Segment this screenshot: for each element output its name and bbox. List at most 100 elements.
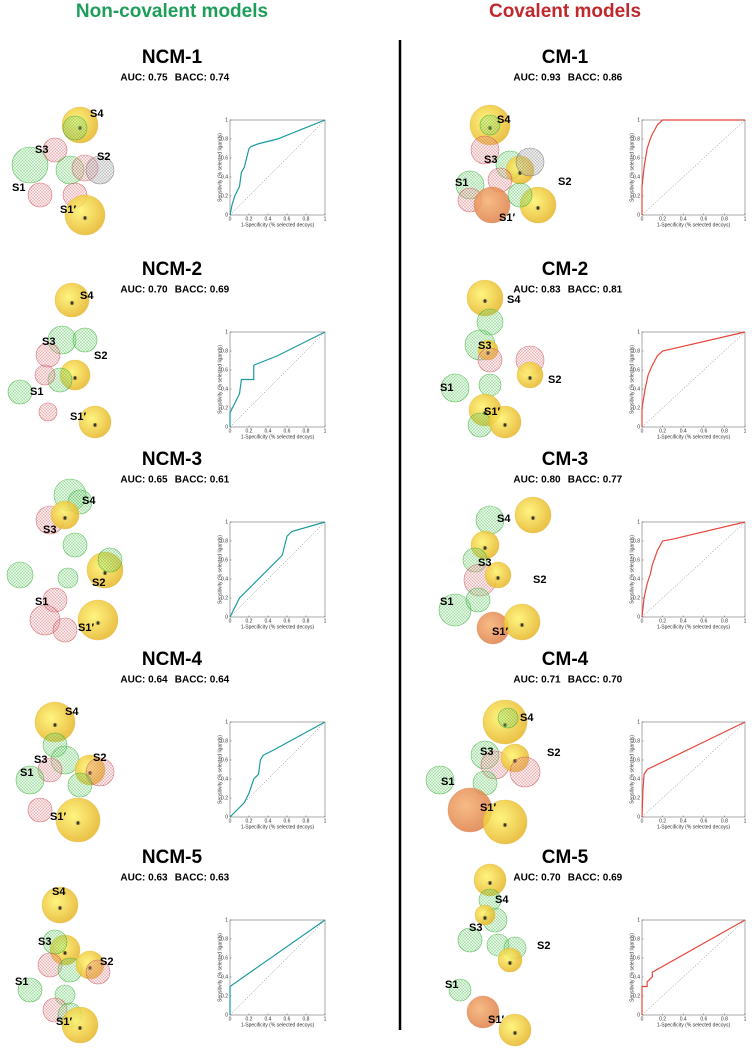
y-tick-label: 0.8	[633, 738, 640, 744]
x-tick-label: 0.4	[265, 1016, 272, 1022]
bacc-label: BACC: 0.61	[175, 475, 230, 486]
y-tick-label: 0.6	[633, 155, 640, 161]
y-tick-label: 0.8	[633, 538, 640, 544]
y-tick-label: 0.4	[221, 776, 228, 782]
site-label: S3	[43, 524, 56, 536]
y-axis-label: Sensitivity (% selected ligands)	[629, 735, 635, 804]
reference-diagonal	[641, 521, 746, 618]
site-label: S1	[15, 976, 28, 988]
x-tick-label: 1	[324, 818, 327, 824]
site-label: S1	[440, 596, 453, 608]
pharmacophore-sphere	[52, 617, 78, 643]
model-title: NCM-4	[142, 649, 203, 670]
y-tick-label: 0	[637, 424, 640, 430]
y-tick-label: 0	[225, 424, 228, 430]
asterisk	[76, 820, 80, 826]
x-tick-label: 0.6	[700, 428, 707, 434]
x-tick-label: 0	[641, 428, 644, 434]
y-tick-label: 0.4	[633, 386, 640, 392]
pharmacophore-sphere	[507, 182, 533, 208]
asterisk	[73, 375, 77, 381]
plot-frame	[641, 721, 746, 818]
bacc-label: BACC: 0.74	[175, 73, 230, 84]
pharmacophore-sphere	[62, 115, 88, 141]
pharmacophore-sphere	[15, 765, 45, 795]
model-title: CM-2	[542, 259, 588, 280]
site-label: S1′	[78, 622, 94, 634]
x-tick-label: 0.4	[265, 428, 272, 434]
x-tick-label: 0.4	[680, 428, 687, 434]
site-label: S4	[52, 886, 66, 898]
x-tick-label: 0.8	[303, 618, 310, 624]
pharmacophore-sphere	[54, 282, 90, 318]
site-label: S3	[34, 754, 47, 766]
y-axis-label: Sensitivity (% selected ligands)	[629, 933, 635, 1002]
asterisk	[528, 375, 532, 381]
pharmacophore-sphere	[85, 959, 111, 985]
site-label: S2	[547, 747, 560, 759]
roc-curve	[229, 721, 326, 818]
column-header: Covalent models	[489, 1, 641, 22]
x-tick-label: 0.2	[659, 1016, 666, 1022]
site-label: S4	[520, 712, 534, 724]
x-tick-label: 0.8	[721, 1016, 728, 1022]
pharmacophore-sphere	[470, 135, 500, 165]
x-tick-label: 0.2	[659, 818, 666, 824]
site-label: S2	[93, 752, 106, 764]
x-tick-label: 0	[229, 818, 232, 824]
x-tick-label: 0	[641, 1016, 644, 1022]
bacc-label: BACC: 0.64	[175, 675, 230, 686]
asterisk	[83, 215, 87, 221]
pharmacophore-sphere	[477, 347, 503, 373]
y-tick-label: 0.6	[633, 955, 640, 961]
x-axis-label: 1-Specificity (% selected decoys)	[657, 1022, 731, 1028]
asterisk	[483, 915, 487, 921]
pharmacophore-sphere	[57, 567, 79, 589]
y-tick-label: 0.4	[633, 576, 640, 582]
x-tick-label: 0.6	[700, 1016, 707, 1022]
site-label: S2	[537, 940, 550, 952]
x-tick-label: 0.4	[680, 1016, 687, 1022]
reference-diagonal	[641, 919, 746, 1016]
auc-label: AUC: 0.83	[513, 285, 561, 296]
pharmacophore-sphere	[515, 147, 545, 177]
y-axis-label: Sensitivity (% selected ligands)	[629, 345, 635, 414]
x-tick-label: 0.2	[659, 428, 666, 434]
x-axis-label: 1-Specificity (% selected decoys)	[657, 434, 731, 440]
pharmacophore-sphere	[38, 402, 58, 422]
site-label: S1	[445, 979, 458, 991]
model-title: CM-4	[542, 649, 589, 670]
site-label: S1	[440, 382, 453, 394]
x-tick-label: 0.4	[680, 216, 687, 222]
x-tick-label: 0.6	[700, 618, 707, 624]
asterisk	[513, 1030, 517, 1036]
x-tick-label: 1	[744, 618, 747, 624]
pharmacophore-sphere	[440, 373, 470, 403]
reference-diagonal	[641, 331, 746, 428]
y-tick-label: 1	[637, 719, 640, 725]
asterisk	[58, 905, 62, 911]
plot-frame	[229, 119, 326, 216]
roc-curve	[641, 119, 745, 215]
bacc-label: BACC: 0.70	[568, 675, 623, 686]
reference-diagonal	[229, 919, 326, 1016]
y-tick-label: 0.6	[221, 155, 228, 161]
y-tick-label: 0.2	[221, 595, 228, 601]
roc-curve	[229, 331, 326, 427]
x-tick-label: 1	[744, 818, 747, 824]
site-label: S1′	[492, 626, 508, 638]
pharmacophore-sphere	[17, 977, 43, 1003]
site-label: S2	[558, 176, 571, 188]
y-tick-label: 0.2	[633, 405, 640, 411]
y-tick-label: 0.4	[633, 174, 640, 180]
pharmacophore-sphere	[484, 561, 512, 589]
model-title: NCM-2	[142, 259, 202, 280]
site-label: S2	[548, 374, 561, 386]
pharmacophore-sphere	[41, 886, 79, 924]
site-label: S3	[38, 936, 51, 948]
pharmacophore-sphere	[34, 364, 56, 386]
site-label: S1′	[50, 811, 66, 823]
y-tick-label: 0.8	[221, 136, 228, 142]
site-label: S2	[533, 574, 546, 586]
y-tick-label: 0.6	[633, 757, 640, 763]
